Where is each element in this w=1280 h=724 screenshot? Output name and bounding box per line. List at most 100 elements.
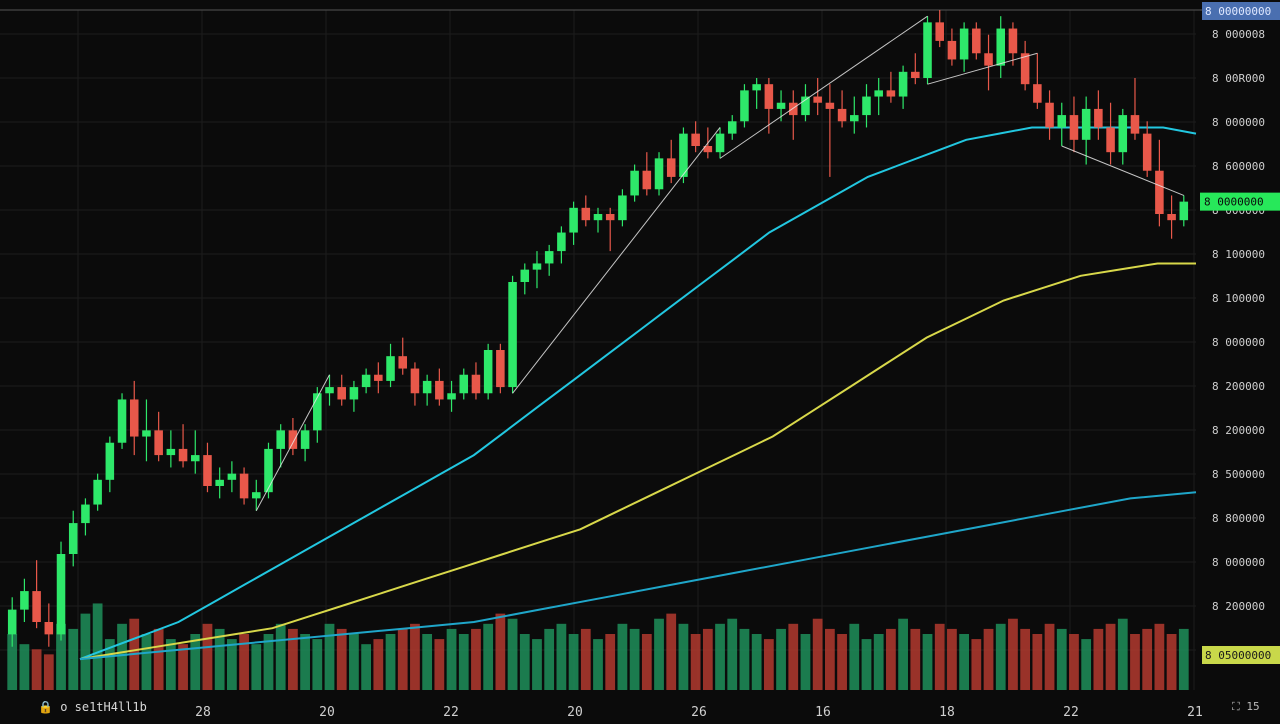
candle-body xyxy=(422,380,432,394)
volume-bar xyxy=(7,634,18,690)
volume-bar xyxy=(275,623,286,690)
volume-bar xyxy=(605,634,616,690)
volume-bar xyxy=(1044,623,1055,690)
candle-body xyxy=(93,479,102,505)
volume-bar xyxy=(861,639,872,690)
candle-body xyxy=(703,146,713,153)
volume-bar xyxy=(214,628,225,690)
volume-bar xyxy=(324,623,335,690)
volume-bar xyxy=(153,628,164,690)
volume-bar xyxy=(593,639,603,690)
volume-bar xyxy=(1020,628,1031,690)
candle-body xyxy=(20,591,29,610)
candle-body xyxy=(1106,127,1115,153)
volume-bar xyxy=(556,623,567,690)
volume-bar xyxy=(788,623,799,690)
candle-body xyxy=(715,133,725,153)
axes: 8 000008 8 00R000 8 000000 8 600000 8 000000… xyxy=(195,2,1280,720)
volume-bar xyxy=(92,603,103,690)
volume-bar xyxy=(226,639,237,690)
volume-bar xyxy=(361,644,372,690)
candle-body xyxy=(190,455,200,462)
current-price-label: 8 0000000 xyxy=(1204,196,1264,209)
candle-body xyxy=(727,121,737,134)
candle-body xyxy=(911,71,920,78)
volume-bar xyxy=(519,634,530,690)
volume-bar xyxy=(971,639,982,690)
top-price-label: 8 00000000 xyxy=(1205,5,1271,18)
volume-bar xyxy=(446,628,457,690)
candle-body xyxy=(215,479,224,486)
volume-bar xyxy=(617,623,628,690)
candle-body xyxy=(1081,108,1091,140)
candles xyxy=(7,10,1189,647)
volume-bar xyxy=(751,634,762,690)
candle-body xyxy=(581,207,591,221)
candle-body xyxy=(1008,28,1018,54)
candle-body xyxy=(801,96,810,116)
candle-body xyxy=(898,71,908,97)
candle-body xyxy=(935,22,944,41)
candle-body xyxy=(569,207,578,233)
volume-bars xyxy=(7,603,1189,690)
volume-bar xyxy=(68,628,79,690)
lower-price-box xyxy=(1202,646,1280,664)
candle-body xyxy=(679,133,688,177)
y-tick-label: 8 200000 xyxy=(1212,600,1265,613)
candle-body xyxy=(618,195,627,221)
volume-bar xyxy=(544,628,555,690)
candle-body xyxy=(666,158,676,177)
volume-bar xyxy=(336,628,347,690)
candle-body xyxy=(788,102,798,116)
volume-bar xyxy=(690,634,701,690)
candle-body xyxy=(349,387,359,400)
volume-bar xyxy=(629,628,640,690)
volume-bar xyxy=(458,634,469,690)
candle-body xyxy=(886,90,896,97)
candle-body xyxy=(105,442,115,480)
volume-bar xyxy=(117,623,127,690)
volume-bar xyxy=(471,628,481,690)
candle-body xyxy=(1167,214,1176,221)
footer-right-label: 15 xyxy=(1246,700,1260,713)
fullscreen-icon: ⛶ xyxy=(1232,700,1240,713)
volume-bar xyxy=(1117,618,1128,690)
x-tick-label: 22 xyxy=(443,705,459,720)
current-price-box xyxy=(1200,192,1280,211)
candle-body xyxy=(7,609,17,635)
volume-bar xyxy=(959,634,970,690)
candle-body xyxy=(923,22,932,78)
volume-bar xyxy=(666,613,677,690)
volume-bar xyxy=(1093,628,1104,690)
footer-symbol[interactable]: 🔒 o se1tH4ll1b xyxy=(38,700,147,714)
volume-bar xyxy=(1056,628,1067,690)
candle-body xyxy=(203,455,212,486)
volume-bar xyxy=(983,628,994,690)
candle-body xyxy=(642,170,652,190)
candle-body xyxy=(471,374,481,394)
y-tick-label: 8 100000 xyxy=(1212,248,1265,261)
candle-body xyxy=(557,232,566,252)
volume-bar xyxy=(1008,618,1018,690)
volume-bar xyxy=(568,634,579,690)
y-tick-label: 8 000000 xyxy=(1212,116,1265,129)
volume-bar xyxy=(31,649,42,690)
volume-bar xyxy=(483,623,494,690)
fullscreen-button[interactable]: ⛶ 15 xyxy=(1232,700,1260,714)
candle-body xyxy=(483,350,493,394)
candle-body xyxy=(325,387,334,394)
candle-body xyxy=(508,282,517,388)
candle-body xyxy=(691,133,700,146)
volume-bar xyxy=(934,623,945,690)
lock-icon: 🔒 xyxy=(38,700,53,714)
x-tick-label: 26 xyxy=(691,705,707,720)
volume-bar xyxy=(56,623,66,690)
candle-body xyxy=(117,399,127,443)
x-tick-label: 20 xyxy=(567,705,583,720)
volume-bar xyxy=(654,618,664,690)
candle-body xyxy=(129,399,139,437)
y-tick-label: 8 100000 xyxy=(1212,292,1265,305)
trend-line xyxy=(255,374,330,511)
candle-body xyxy=(398,356,408,369)
